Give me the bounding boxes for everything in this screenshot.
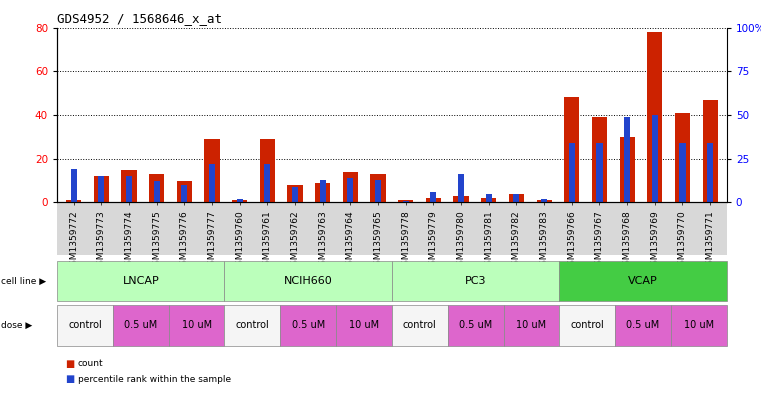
Bar (702, 100, 718, 202)
Text: 0.5 uM: 0.5 uM (459, 320, 492, 330)
Bar (398, 200, 413, 202)
Bar (209, 164, 215, 202)
Bar (71, 169, 77, 202)
Bar (647, 32, 662, 202)
Bar (651, 115, 658, 202)
Text: control: control (68, 320, 102, 330)
Text: GDS4952 / 1568646_x_at: GDS4952 / 1568646_x_at (57, 12, 222, 25)
Text: 0.5 uM: 0.5 uM (291, 320, 325, 330)
Bar (481, 198, 496, 202)
Bar (597, 143, 603, 202)
Text: control: control (570, 320, 604, 330)
Bar (149, 174, 164, 202)
Bar (486, 194, 492, 202)
Bar (205, 139, 220, 202)
Bar (371, 174, 386, 202)
Bar (260, 139, 275, 202)
Text: LNCAP: LNCAP (123, 276, 159, 286)
Bar (624, 117, 630, 202)
Bar (675, 113, 690, 202)
Bar (232, 200, 247, 202)
Text: 0.5 uM: 0.5 uM (124, 320, 158, 330)
Bar (568, 143, 575, 202)
Text: control: control (403, 320, 437, 330)
Bar (431, 192, 437, 202)
Bar (177, 180, 192, 202)
Bar (619, 137, 635, 202)
Bar (509, 194, 524, 202)
Bar (66, 200, 81, 202)
Text: 10 uM: 10 uM (517, 320, 546, 330)
Bar (347, 178, 353, 202)
Bar (315, 183, 330, 202)
Text: 0.5 uM: 0.5 uM (626, 320, 660, 330)
Text: count: count (78, 359, 103, 368)
Bar (126, 176, 132, 202)
Text: ■: ■ (65, 358, 74, 369)
Bar (237, 199, 243, 202)
Text: VCAP: VCAP (628, 276, 658, 286)
Bar (454, 196, 469, 202)
Text: cell line ▶: cell line ▶ (1, 277, 46, 285)
Bar (292, 187, 298, 202)
Text: 10 uM: 10 uM (182, 320, 212, 330)
Bar (707, 143, 713, 202)
Bar (426, 198, 441, 202)
Bar (94, 176, 109, 202)
Bar (403, 201, 409, 202)
Bar (375, 180, 381, 202)
Bar (122, 170, 137, 202)
Bar (680, 143, 686, 202)
Text: dose ▶: dose ▶ (1, 321, 32, 330)
Text: NCIH660: NCIH660 (284, 276, 333, 286)
Text: ■: ■ (65, 374, 74, 384)
Text: 10 uM: 10 uM (684, 320, 714, 330)
Bar (154, 182, 160, 202)
Bar (264, 164, 270, 202)
Bar (458, 174, 464, 202)
Bar (592, 117, 607, 202)
Bar (342, 172, 358, 202)
Text: control: control (235, 320, 269, 330)
Bar (181, 185, 187, 202)
Text: PC3: PC3 (465, 276, 486, 286)
Bar (98, 176, 104, 202)
Bar (320, 180, 326, 202)
Bar (541, 199, 547, 202)
Text: percentile rank within the sample: percentile rank within the sample (78, 375, 231, 384)
Text: 10 uM: 10 uM (349, 320, 379, 330)
Bar (514, 194, 520, 202)
Bar (288, 185, 303, 202)
Bar (537, 200, 552, 202)
Bar (564, 97, 579, 202)
